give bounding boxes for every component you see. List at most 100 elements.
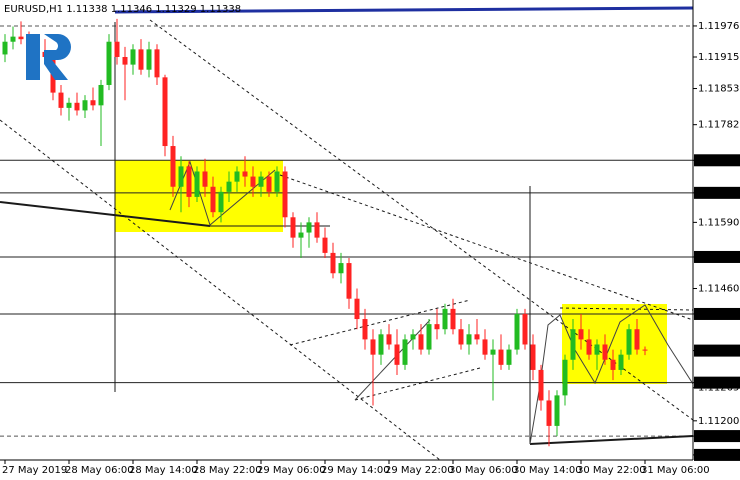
candle-body [330, 252, 336, 274]
candle-body [66, 102, 72, 108]
candle-body [290, 217, 296, 238]
candle-body [2, 41, 8, 55]
candle-body [266, 176, 272, 192]
candle-body [474, 334, 480, 340]
x-tick-label: 28 May 22:00 [193, 465, 262, 476]
y-tick-label: 1.11522 [698, 252, 739, 263]
forecast-path [529, 304, 694, 445]
candle-body [626, 329, 632, 355]
x-tick-label: 30 May 06:00 [449, 465, 518, 476]
x-tick-label: 29 May 14:00 [321, 465, 390, 476]
price-label-bg [694, 448, 740, 461]
price-label-bg [694, 376, 740, 389]
analysis-lines [0, 6, 694, 461]
candle-body [402, 339, 408, 365]
y-tick-label: 1.11853 [698, 84, 739, 95]
candle-body [546, 400, 552, 426]
candle-body [314, 222, 320, 238]
x-tick-label: 31 May 06:00 [641, 465, 710, 476]
candle-body [258, 176, 264, 187]
candle-body [610, 359, 616, 370]
candles [2, 18, 648, 447]
x-tick-label: 29 May 22:00 [385, 465, 454, 476]
y-tick-label: 1.11590 [698, 217, 739, 228]
candle-body [242, 171, 248, 177]
x-tick-label: 30 May 22:00 [577, 465, 646, 476]
x-tick-label: 27 May 2019 [2, 465, 67, 476]
y-tick-label: 1.11170 [698, 431, 739, 442]
logo [26, 34, 71, 80]
candle-body [434, 324, 440, 330]
y-tick-label: 1.11200 [698, 416, 739, 427]
frame [0, 0, 694, 461]
candle-body [570, 329, 576, 360]
candle-body [274, 171, 280, 192]
candle-body [98, 84, 104, 106]
candle-body [306, 222, 312, 233]
price-label-bg [694, 154, 740, 167]
candle-body [90, 100, 96, 106]
candle-body [346, 263, 352, 299]
candle-body [410, 334, 416, 340]
candle-body [170, 146, 176, 187]
candle-body [130, 49, 136, 65]
candle-body [18, 36, 24, 40]
candle-body [458, 329, 464, 345]
zone-box [562, 304, 667, 384]
candle-body [10, 36, 16, 42]
candle-body [162, 77, 168, 147]
logo-r [44, 34, 71, 80]
candle-body [82, 100, 88, 111]
candle-body [322, 237, 328, 253]
y-tick-label: 1.11275 [698, 378, 739, 389]
y-tick-label: 1.11133 [698, 450, 739, 461]
candle-body [138, 49, 144, 70]
y-tick-label: 1.11410 [698, 309, 739, 320]
channel-line [559, 307, 694, 311]
candle-body [354, 298, 360, 320]
candle-body [554, 395, 560, 426]
candle-body [226, 181, 232, 192]
candle-body [106, 41, 112, 85]
candle-body [202, 171, 208, 187]
candle-body [450, 308, 456, 330]
candle-body [74, 102, 80, 111]
candle-body [114, 41, 120, 57]
x-tick-label: 30 May 14:00 [513, 465, 582, 476]
y-tick-label: 1.11782 [698, 120, 739, 131]
channel-line [279, 174, 694, 321]
x-tick-label: 29 May 06:00 [257, 465, 326, 476]
candle-body [562, 359, 568, 396]
candle-body [298, 232, 304, 238]
candle-body [538, 369, 544, 401]
candle-body [178, 166, 184, 187]
candle-body [514, 313, 520, 350]
candle-body [250, 176, 256, 187]
y-tick-label: 1.11915 [698, 52, 739, 63]
candle-body [154, 49, 160, 78]
candle-body [482, 339, 488, 355]
y-tick-label: 1.11648 [698, 188, 739, 199]
candle-body [642, 349, 648, 351]
trendline [0, 201, 211, 227]
channel-line [289, 299, 471, 346]
x-tick-label: 28 May 06:00 [65, 465, 134, 476]
trendline [529, 435, 694, 445]
candle-body [58, 92, 64, 108]
channel-line [149, 19, 694, 421]
candle-body [386, 334, 392, 345]
logo-bar [26, 34, 40, 80]
price-label-bg [694, 307, 740, 320]
candle-body [210, 186, 216, 213]
candle-body [426, 324, 432, 350]
candle-body [618, 354, 624, 370]
candle-body [578, 329, 584, 340]
candle-body [442, 308, 448, 330]
candle-body [586, 339, 592, 355]
candle-body [522, 313, 528, 345]
candle-body [370, 339, 376, 355]
candle-body [466, 334, 472, 345]
candle-body [122, 56, 128, 65]
candle-body [594, 344, 600, 355]
